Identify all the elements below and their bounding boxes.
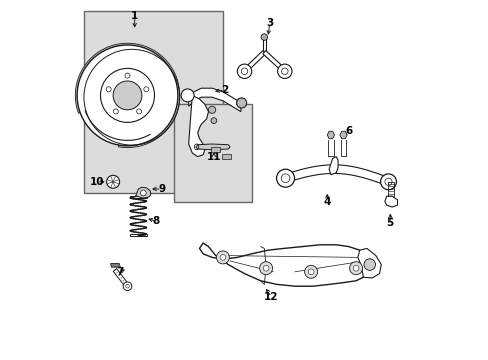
Text: 7: 7 <box>116 267 124 277</box>
Circle shape <box>77 45 178 146</box>
Circle shape <box>363 259 375 270</box>
Circle shape <box>113 81 142 110</box>
Circle shape <box>220 255 225 260</box>
Polygon shape <box>199 243 371 286</box>
Polygon shape <box>244 51 265 71</box>
Polygon shape <box>326 131 334 139</box>
Polygon shape <box>357 248 381 278</box>
Bar <box>211 147 220 152</box>
Text: 11: 11 <box>206 152 221 162</box>
Polygon shape <box>196 144 230 150</box>
Circle shape <box>123 282 132 291</box>
Circle shape <box>352 265 358 271</box>
Circle shape <box>276 169 294 187</box>
Circle shape <box>277 64 291 78</box>
Polygon shape <box>113 269 129 288</box>
Circle shape <box>143 87 148 92</box>
Bar <box>222 154 230 159</box>
Polygon shape <box>328 157 337 175</box>
Circle shape <box>125 73 130 78</box>
Circle shape <box>307 269 313 275</box>
Polygon shape <box>188 95 208 157</box>
Circle shape <box>263 265 268 271</box>
Polygon shape <box>285 165 387 186</box>
Polygon shape <box>130 196 146 198</box>
Polygon shape <box>339 131 346 139</box>
Circle shape <box>106 87 111 92</box>
Circle shape <box>237 64 251 78</box>
Polygon shape <box>130 234 146 236</box>
Text: 6: 6 <box>345 126 352 136</box>
Polygon shape <box>384 196 397 207</box>
Circle shape <box>181 89 194 102</box>
Text: 9: 9 <box>158 184 165 194</box>
Text: 3: 3 <box>265 18 273 28</box>
Circle shape <box>101 68 154 122</box>
Text: 8: 8 <box>152 216 160 226</box>
Polygon shape <box>136 187 151 198</box>
Polygon shape <box>110 264 120 267</box>
Circle shape <box>211 118 216 123</box>
Circle shape <box>106 175 120 188</box>
Circle shape <box>136 109 142 114</box>
Circle shape <box>380 174 396 190</box>
Text: 10: 10 <box>89 177 104 187</box>
Circle shape <box>236 98 246 108</box>
Text: 2: 2 <box>221 85 228 95</box>
Polygon shape <box>188 88 241 112</box>
Bar <box>174 104 251 202</box>
Text: 4: 4 <box>323 197 330 207</box>
Circle shape <box>259 262 272 275</box>
Text: 1: 1 <box>131 11 138 21</box>
Bar <box>84 11 223 193</box>
Circle shape <box>349 262 362 275</box>
Circle shape <box>216 251 229 264</box>
Polygon shape <box>262 51 284 71</box>
Circle shape <box>208 106 215 113</box>
Circle shape <box>261 34 267 40</box>
Circle shape <box>113 109 118 114</box>
Circle shape <box>140 190 146 196</box>
Circle shape <box>304 265 317 278</box>
Text: 12: 12 <box>264 292 278 302</box>
Text: 5: 5 <box>386 218 393 228</box>
Polygon shape <box>262 37 265 52</box>
Polygon shape <box>75 43 179 148</box>
